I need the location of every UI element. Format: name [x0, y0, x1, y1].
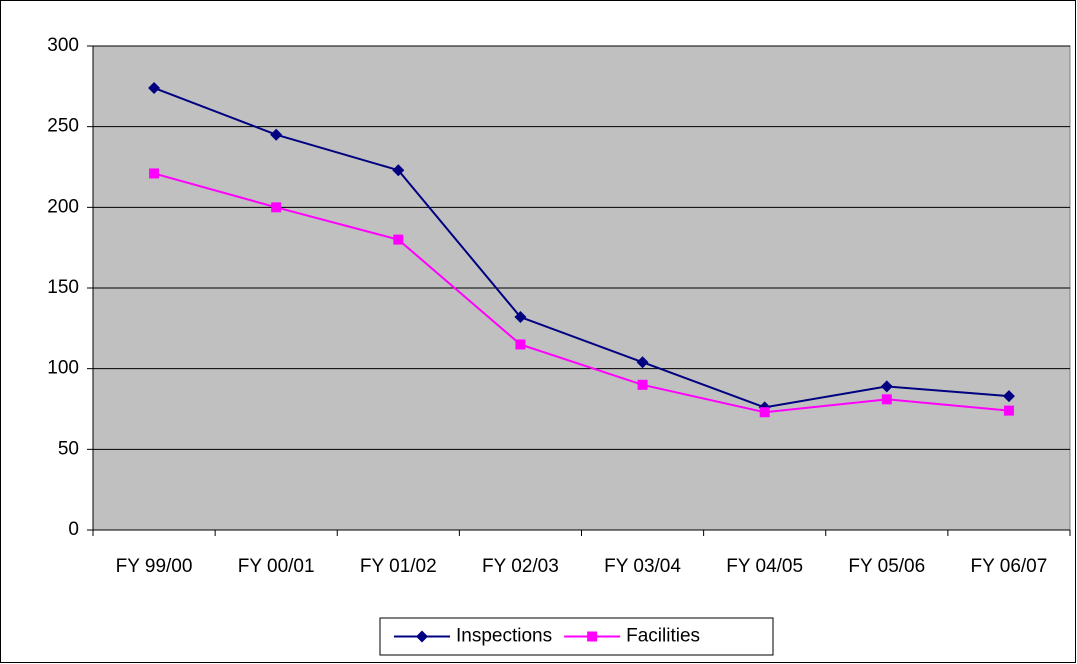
marker: [1002, 390, 1015, 403]
marker: [881, 394, 892, 405]
x-tick-label: FY 05/06: [848, 556, 925, 577]
marker: [514, 311, 527, 324]
series-line: [153, 172, 1010, 414]
marker: [636, 356, 649, 369]
marker: [416, 630, 428, 643]
x-tick-label: FY 04/05: [726, 556, 803, 577]
x-tick-label: FY 02/03: [482, 556, 559, 577]
marker: [880, 380, 893, 393]
y-tick-label: 300: [47, 35, 79, 56]
y-tick-label: 0: [68, 519, 79, 540]
y-tick-label: 250: [47, 116, 79, 137]
y-tick-label: 150: [47, 277, 79, 298]
y-tick-label: 200: [47, 196, 79, 217]
legend-label: Inspections: [456, 626, 552, 647]
marker: [271, 202, 282, 213]
marker: [587, 631, 598, 642]
series-line: [153, 87, 1010, 409]
marker: [270, 128, 283, 141]
marker: [392, 164, 405, 177]
x-tick-label: FY 06/07: [971, 556, 1048, 577]
marker: [515, 339, 526, 350]
legend-label: Facilities: [626, 626, 700, 647]
x-tick-label: FY 03/04: [604, 556, 681, 577]
marker: [148, 81, 161, 94]
marker: [637, 379, 648, 390]
x-tick-label: FY 99/00: [116, 556, 193, 577]
marker: [1003, 405, 1014, 416]
x-tick-label: FY 00/01: [238, 556, 315, 577]
y-tick-label: 100: [47, 358, 79, 379]
marker: [393, 234, 404, 245]
marker: [759, 407, 770, 418]
marker: [149, 168, 160, 179]
x-tick-label: FY 01/02: [360, 556, 437, 577]
y-tick-label: 50: [58, 438, 79, 459]
